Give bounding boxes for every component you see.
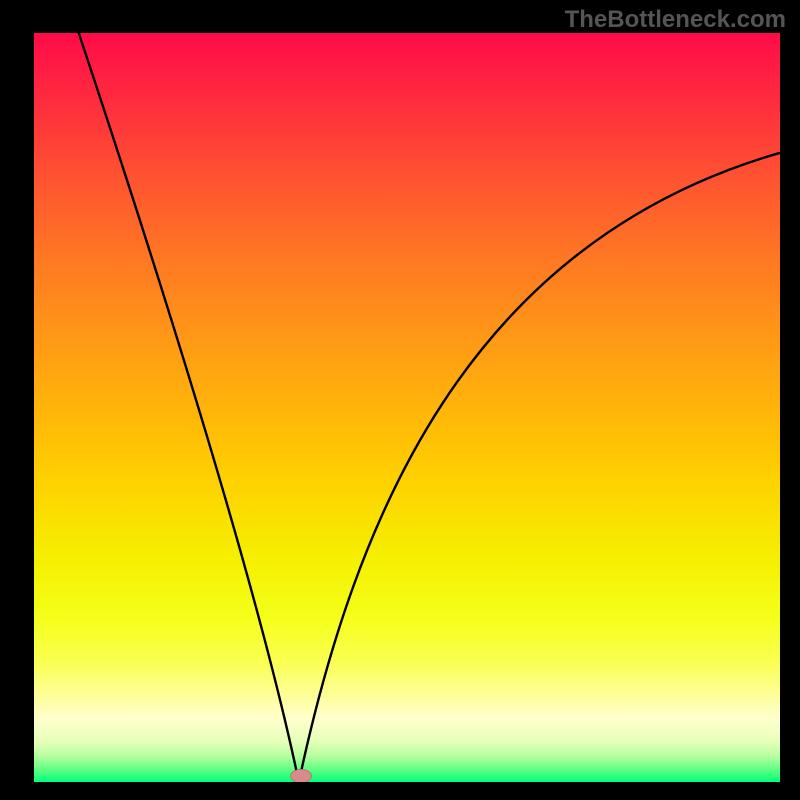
watermark-label: TheBottleneck.com bbox=[565, 6, 786, 34]
minimum-marker bbox=[291, 769, 312, 782]
chart-plot-area bbox=[34, 33, 780, 782]
chart-frame bbox=[25, 33, 780, 791]
chart-svg bbox=[34, 33, 780, 782]
chart-background bbox=[34, 33, 780, 782]
